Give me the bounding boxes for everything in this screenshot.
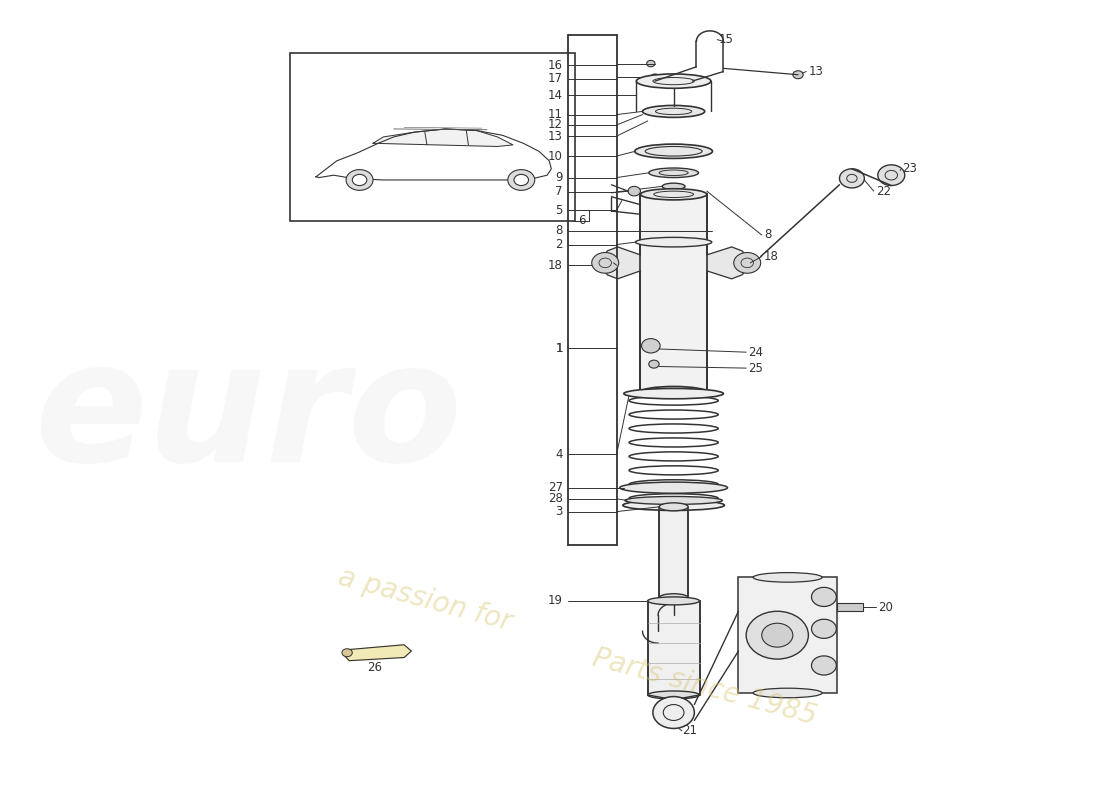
- Text: 8: 8: [556, 225, 563, 238]
- Polygon shape: [600, 247, 640, 279]
- Text: 13: 13: [808, 65, 823, 78]
- Text: 17: 17: [548, 72, 563, 86]
- Text: 3: 3: [556, 505, 563, 518]
- Text: a passion for: a passion for: [334, 562, 515, 636]
- Text: 9: 9: [556, 171, 563, 184]
- Ellipse shape: [659, 594, 689, 602]
- Circle shape: [342, 649, 352, 657]
- Text: 21: 21: [682, 724, 697, 738]
- Ellipse shape: [754, 573, 822, 582]
- Text: 11: 11: [548, 108, 563, 121]
- Circle shape: [746, 611, 808, 659]
- Ellipse shape: [648, 691, 700, 699]
- Text: 24: 24: [748, 346, 763, 358]
- Bar: [648, 601, 700, 695]
- Text: 18: 18: [548, 258, 563, 272]
- Circle shape: [592, 253, 618, 274]
- Text: 4: 4: [556, 448, 563, 461]
- Text: 8: 8: [763, 229, 771, 242]
- Ellipse shape: [636, 74, 711, 88]
- Circle shape: [647, 60, 654, 66]
- Ellipse shape: [640, 189, 707, 200]
- Circle shape: [793, 70, 803, 78]
- Circle shape: [839, 169, 865, 188]
- Text: 10: 10: [548, 150, 563, 162]
- Text: 22: 22: [876, 185, 891, 198]
- Circle shape: [346, 170, 373, 190]
- Ellipse shape: [754, 688, 822, 698]
- Ellipse shape: [619, 482, 727, 494]
- Text: euro: euro: [34, 334, 463, 498]
- Text: 26: 26: [367, 661, 383, 674]
- Ellipse shape: [649, 168, 698, 178]
- Ellipse shape: [642, 106, 705, 118]
- Text: 23: 23: [902, 162, 916, 175]
- Text: Parts since 1985: Parts since 1985: [590, 643, 820, 730]
- Text: 18: 18: [763, 250, 779, 263]
- Circle shape: [761, 623, 793, 647]
- Bar: [659, 507, 689, 598]
- Ellipse shape: [648, 597, 700, 605]
- Ellipse shape: [624, 389, 724, 399]
- Text: 20: 20: [878, 601, 893, 614]
- Ellipse shape: [625, 497, 723, 505]
- Text: 16: 16: [548, 58, 563, 72]
- Polygon shape: [344, 645, 411, 661]
- Circle shape: [878, 165, 905, 186]
- Circle shape: [628, 186, 640, 196]
- Circle shape: [649, 360, 659, 368]
- Text: 15: 15: [718, 33, 733, 46]
- Text: 28: 28: [548, 492, 563, 506]
- Ellipse shape: [636, 238, 712, 247]
- Circle shape: [641, 338, 660, 353]
- Bar: [837, 603, 862, 611]
- Bar: [640, 194, 707, 392]
- Text: 25: 25: [748, 362, 763, 374]
- Ellipse shape: [662, 183, 685, 190]
- Circle shape: [812, 587, 836, 606]
- Ellipse shape: [623, 500, 725, 510]
- Text: 7: 7: [556, 186, 563, 198]
- Text: 6: 6: [579, 214, 586, 227]
- Circle shape: [508, 170, 535, 190]
- Text: 1: 1: [556, 342, 563, 354]
- Ellipse shape: [640, 386, 707, 398]
- Text: 2: 2: [556, 238, 563, 251]
- Text: 13: 13: [548, 130, 563, 142]
- Text: 5: 5: [556, 204, 563, 217]
- Circle shape: [812, 619, 836, 638]
- Circle shape: [812, 656, 836, 675]
- Text: 12: 12: [548, 118, 563, 131]
- Ellipse shape: [635, 144, 713, 158]
- Polygon shape: [373, 129, 513, 146]
- Text: 27: 27: [548, 481, 563, 494]
- Bar: [290, 54, 575, 221]
- Polygon shape: [707, 247, 754, 279]
- Circle shape: [651, 74, 659, 80]
- Text: 19: 19: [548, 594, 563, 607]
- Circle shape: [514, 174, 528, 186]
- Text: 14: 14: [548, 89, 563, 102]
- Ellipse shape: [659, 503, 689, 511]
- Circle shape: [352, 174, 366, 186]
- Circle shape: [653, 697, 694, 729]
- Bar: [738, 578, 837, 693]
- Text: 1: 1: [556, 342, 563, 354]
- Circle shape: [734, 253, 761, 274]
